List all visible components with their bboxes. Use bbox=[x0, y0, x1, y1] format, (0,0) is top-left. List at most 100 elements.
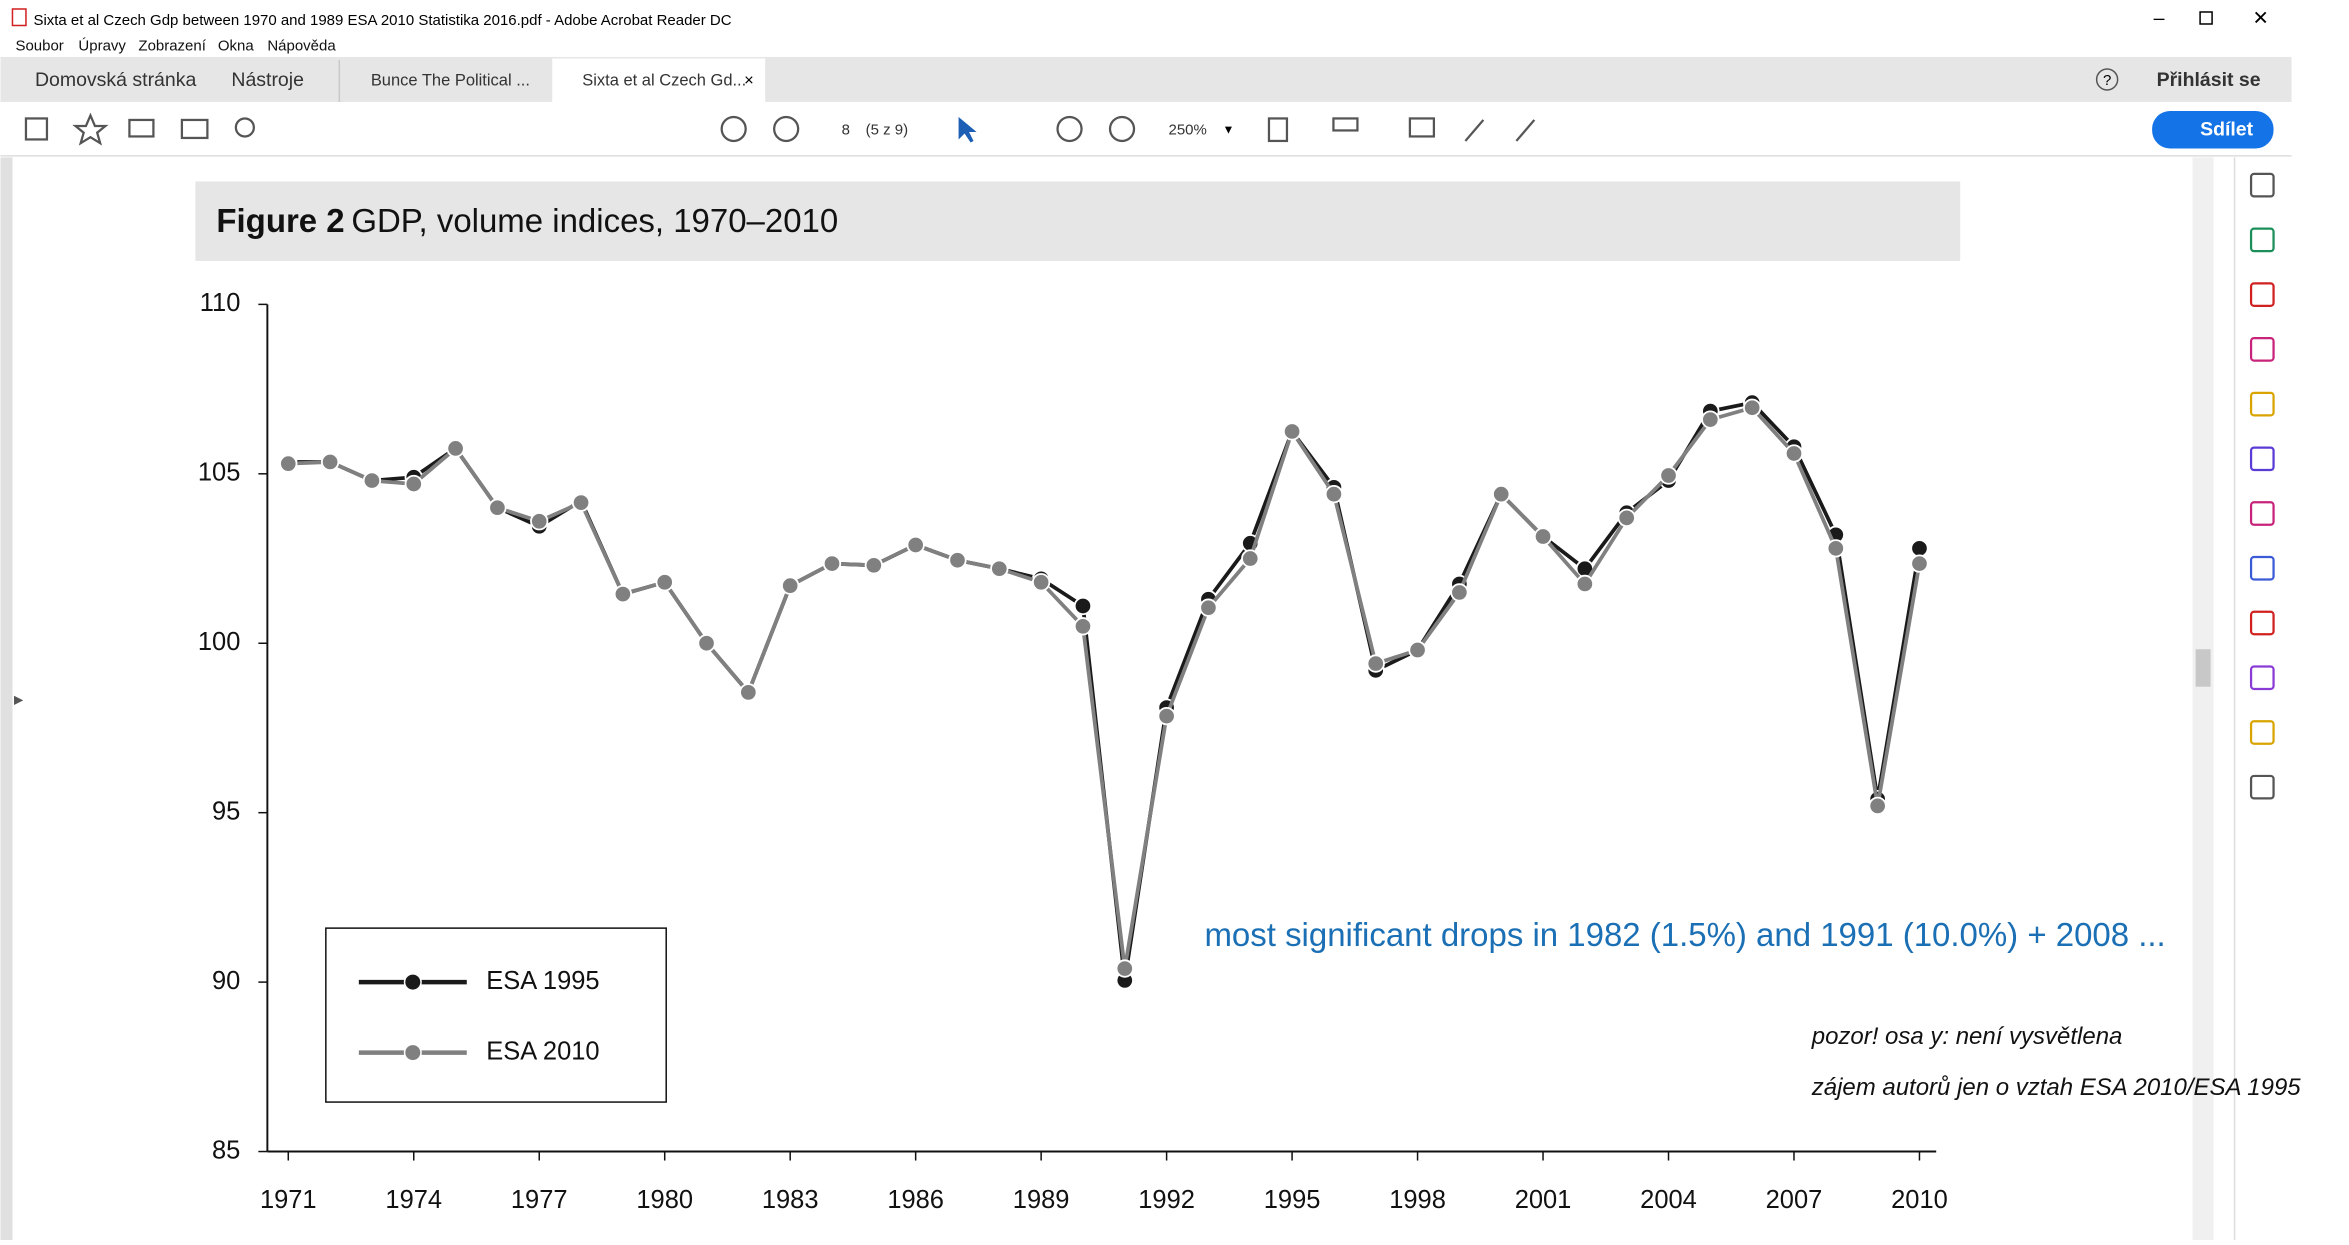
zoom-in[interactable] bbox=[1108, 115, 1136, 143]
data-point bbox=[1575, 574, 1595, 594]
scrollbar[interactable] bbox=[2192, 157, 2214, 1240]
sidebar-tool[interactable] bbox=[2249, 665, 2275, 691]
x-tick-label: 1989 bbox=[1013, 1186, 1070, 1214]
sidebar-tool[interactable] bbox=[2249, 227, 2275, 253]
x-tick-label: 1986 bbox=[887, 1186, 944, 1214]
x-tick-label: 1983 bbox=[762, 1186, 819, 1214]
menu-item[interactable]: Okna bbox=[218, 37, 254, 54]
zoom-level[interactable]: 250% bbox=[1169, 121, 1207, 138]
page-count: (5 z 9) bbox=[866, 121, 908, 138]
star-icon[interactable] bbox=[72, 112, 109, 146]
y-tick-label: 105 bbox=[198, 459, 241, 487]
menu-item[interactable]: Úpravy bbox=[78, 37, 126, 54]
sidebar-tool[interactable] bbox=[2249, 282, 2275, 308]
sidebar-tool[interactable] bbox=[2249, 774, 2275, 800]
zoom-dropdown[interactable]: ▼ bbox=[1222, 123, 1234, 137]
x-tick-label: 2001 bbox=[1515, 1186, 1572, 1214]
data-point bbox=[1199, 598, 1218, 617]
y-tick-label: 100 bbox=[198, 628, 241, 656]
next-page[interactable] bbox=[773, 115, 800, 143]
data-point bbox=[1533, 527, 1553, 546]
data-point bbox=[613, 584, 633, 604]
sidebar-tool[interactable] bbox=[2249, 391, 2275, 417]
help-icon-glyph: ? bbox=[2103, 72, 2111, 89]
data-point bbox=[1366, 654, 1385, 673]
close[interactable]: ✕ bbox=[2253, 8, 2269, 30]
select-tool[interactable] bbox=[958, 116, 977, 143]
data-point bbox=[1659, 466, 1678, 485]
y-tick-label: 85 bbox=[212, 1136, 240, 1164]
mail-icon[interactable] bbox=[180, 118, 209, 140]
data-point bbox=[362, 471, 382, 490]
legend-marker bbox=[403, 973, 422, 992]
prev-page[interactable] bbox=[720, 115, 747, 143]
fit-icon[interactable] bbox=[1267, 117, 1289, 143]
left-pane-toggle[interactable]: ▶ bbox=[14, 692, 24, 706]
data-point bbox=[697, 634, 716, 653]
data-point bbox=[822, 554, 842, 573]
data-point bbox=[446, 439, 465, 458]
tab-bar bbox=[0, 56, 2292, 102]
sign-in[interactable]: Přihlásit se bbox=[2157, 69, 2261, 91]
sign-icon[interactable] bbox=[1515, 119, 1536, 142]
sidebar-tool[interactable] bbox=[2249, 446, 2275, 472]
sidebar-tool[interactable] bbox=[2249, 610, 2275, 636]
sidebar-tool[interactable] bbox=[2249, 555, 2275, 581]
sidebar-tool[interactable] bbox=[2249, 501, 2275, 526]
data-point bbox=[1868, 796, 1887, 816]
document-tab[interactable]: Sixta et al Czech Gd... bbox=[582, 71, 746, 89]
data-point bbox=[990, 559, 1009, 578]
sidebar-tool[interactable] bbox=[2249, 720, 2275, 745]
scroll-thumb[interactable] bbox=[2195, 649, 2211, 687]
document-tab[interactable]: Bunce The Political ... bbox=[371, 71, 530, 89]
x-tick-label: 1980 bbox=[636, 1186, 693, 1214]
legend-label: ESA 1995 bbox=[486, 967, 599, 995]
left-pane bbox=[0, 157, 13, 1240]
data-point bbox=[404, 474, 423, 494]
sidebar-tool[interactable] bbox=[2249, 172, 2275, 198]
zoom-out[interactable] bbox=[1056, 115, 1083, 143]
x-tick-label: 2010 bbox=[1891, 1186, 1948, 1214]
data-point bbox=[948, 551, 967, 570]
x-tick-label: 2007 bbox=[1766, 1186, 1823, 1214]
data-point bbox=[655, 573, 674, 592]
comment-icon[interactable] bbox=[1408, 117, 1436, 138]
active-tab[interactable] bbox=[552, 58, 766, 104]
legend-marker bbox=[403, 1043, 422, 1062]
note: pozor! osa y: není vysvětlena bbox=[1811, 1023, 2123, 1050]
data-point bbox=[1784, 444, 1804, 463]
share-button[interactable] bbox=[2152, 110, 2274, 149]
tools-tab[interactable]: Nástroje bbox=[231, 69, 304, 91]
data-point bbox=[320, 452, 340, 472]
menu-item[interactable]: Zobrazení bbox=[138, 37, 206, 54]
data-point bbox=[1241, 549, 1260, 568]
data-point bbox=[739, 683, 758, 702]
home-tab[interactable]: Domovská stránka bbox=[35, 69, 197, 91]
share-label: Sdílet bbox=[2200, 119, 2254, 141]
chart-title: GDP, volume indices, 1970–2010 bbox=[351, 202, 838, 239]
menu-item[interactable]: Nápověda bbox=[267, 37, 336, 54]
page-number[interactable]: 8 bbox=[842, 121, 850, 138]
print-icon[interactable] bbox=[128, 118, 155, 138]
sidebar-tool[interactable] bbox=[2249, 336, 2275, 362]
x-tick-label: 1995 bbox=[1264, 1186, 1321, 1214]
data-point bbox=[1157, 706, 1176, 726]
highlight-icon[interactable] bbox=[1464, 119, 1485, 142]
data-point bbox=[1324, 484, 1344, 504]
minimize[interactable]: – bbox=[2154, 8, 2165, 30]
save-icon[interactable] bbox=[24, 117, 49, 141]
x-tick-label: 1992 bbox=[1138, 1186, 1195, 1214]
maximize[interactable] bbox=[2199, 11, 2213, 25]
data-point bbox=[906, 535, 925, 555]
tab-close[interactable]: × bbox=[744, 71, 754, 89]
help-icon[interactable] bbox=[2095, 68, 2119, 91]
data-point bbox=[1701, 410, 1720, 429]
menu-item[interactable]: Soubor bbox=[15, 37, 63, 54]
scroll-icon[interactable] bbox=[1332, 117, 1359, 132]
data-point bbox=[1450, 583, 1469, 602]
data-point bbox=[279, 454, 298, 473]
search-icon[interactable] bbox=[234, 117, 255, 138]
chart: 85 90 95 100 105 110 1971 1974 1977 1980 1983 1986 1… bbox=[198, 289, 1948, 1214]
data-point bbox=[1910, 539, 1929, 558]
